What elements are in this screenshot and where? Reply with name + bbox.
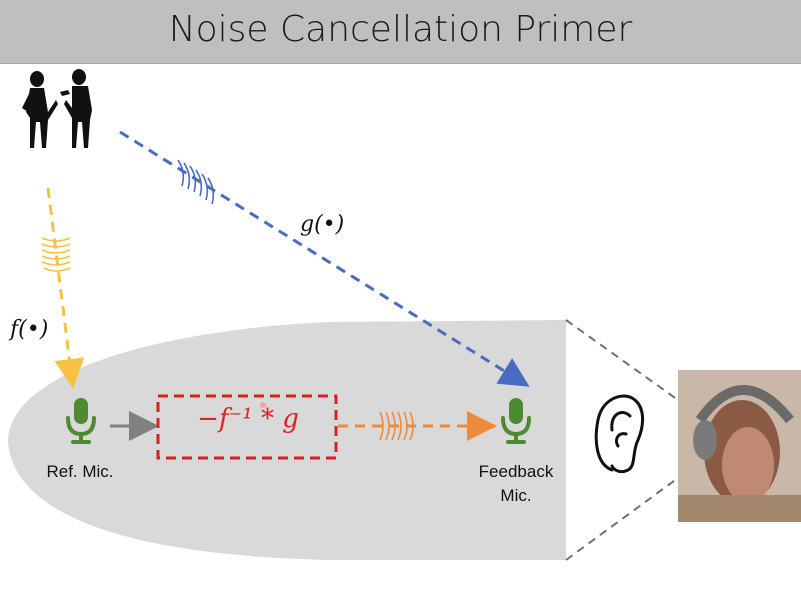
speakers-icon bbox=[22, 69, 92, 148]
zoom-line-bottom bbox=[565, 477, 679, 561]
feedback-mic-label-line2: Mic. bbox=[500, 486, 532, 505]
orange-wave-icon bbox=[379, 411, 414, 441]
acoustic-path-g bbox=[119, 130, 530, 387]
feedback-mic-label-line1: Feedback bbox=[478, 462, 554, 481]
ref-mic-icon bbox=[66, 398, 96, 444]
g-function-label: g(•) bbox=[300, 212, 345, 237]
yellow-wave-icon bbox=[41, 237, 71, 272]
ear-icon bbox=[594, 394, 644, 474]
cursor-dot bbox=[260, 402, 266, 408]
zoom-line-top bbox=[565, 319, 679, 401]
slide-title: Noise Cancellation Primer bbox=[168, 9, 633, 50]
filter-box bbox=[156, 394, 338, 460]
title-bar bbox=[0, 0, 801, 64]
f-function-label: f(•) bbox=[10, 317, 49, 342]
woman-with-headphones-photo bbox=[678, 370, 801, 522]
ref-mic-label: Ref. Mic. bbox=[46, 462, 114, 481]
feedback-mic-icon bbox=[501, 398, 531, 444]
filter-expression: −f⁻¹ * g bbox=[197, 404, 299, 434]
blue-wave-icon bbox=[177, 159, 215, 205]
headphone-zone-shape bbox=[8, 320, 566, 560]
acoustic-path-f bbox=[46, 187, 85, 389]
